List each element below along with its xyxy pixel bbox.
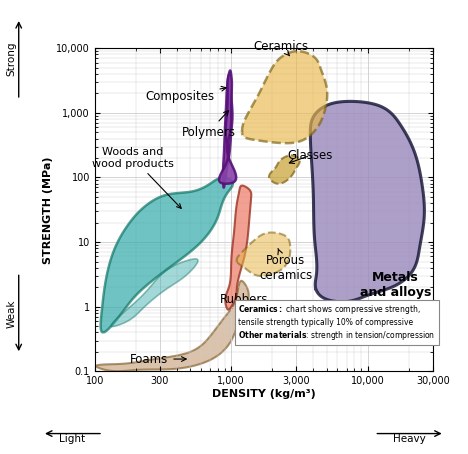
Text: Foams: Foams [130, 353, 186, 365]
Text: Heavy: Heavy [393, 434, 426, 444]
Polygon shape [96, 281, 249, 371]
Text: Ceramics: Ceramics [253, 40, 308, 56]
Polygon shape [111, 259, 198, 326]
Polygon shape [225, 186, 251, 310]
Text: Composites: Composites [146, 86, 226, 103]
Text: Light: Light [59, 434, 86, 444]
Text: Metals
and alloys: Metals and alloys [360, 271, 431, 299]
Text: Weak: Weak [7, 299, 17, 327]
Text: Strong: Strong [7, 42, 17, 76]
Polygon shape [219, 71, 236, 184]
Polygon shape [242, 51, 327, 143]
Polygon shape [310, 101, 424, 302]
Polygon shape [237, 232, 290, 276]
Polygon shape [101, 178, 233, 332]
Text: Polymers: Polymers [182, 111, 235, 139]
Text: $\mathbf{Ceramics:}$ chart shows compressive strength,
tensile strength typicall: $\mathbf{Ceramics:}$ chart shows compres… [239, 303, 436, 342]
Text: Rubbers: Rubbers [220, 293, 269, 306]
Polygon shape [269, 155, 300, 184]
Y-axis label: STRENGTH (MPa): STRENGTH (MPa) [44, 156, 53, 263]
Text: Glasses: Glasses [288, 149, 333, 163]
Text: Porous
ceramics: Porous ceramics [259, 248, 312, 282]
Text: Woods and
wood products: Woods and wood products [92, 147, 181, 208]
X-axis label: DENSITY (kg/m³): DENSITY (kg/m³) [212, 389, 316, 399]
Polygon shape [223, 75, 233, 188]
